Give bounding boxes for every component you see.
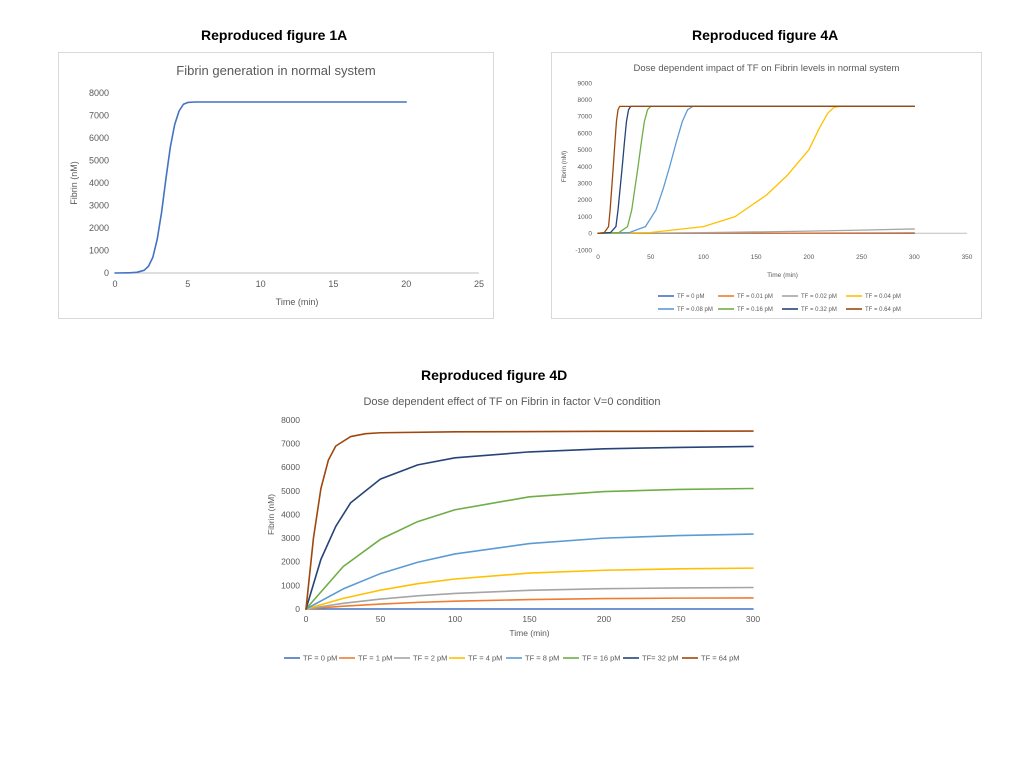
x-tick-label: 100 xyxy=(698,254,709,261)
chart-panel-4d: Dose dependent effect of TF on Fibrin in… xyxy=(262,390,762,670)
y-tick-label: 6000 xyxy=(89,133,109,143)
y-axis-label: Fibrin (nM) xyxy=(561,151,568,182)
series-line-7 xyxy=(305,430,754,610)
y-tick-label: 3000 xyxy=(578,180,593,187)
legend-label-0: TF = 0 pM xyxy=(677,294,705,300)
y-tick-label: 1000 xyxy=(578,214,593,221)
y-tick-label: 0 xyxy=(295,604,300,614)
x-axis-label: Time (min) xyxy=(509,628,549,638)
y-tick-label: 9000 xyxy=(578,80,593,87)
x-tick-label: 5 xyxy=(185,279,190,289)
y-tick-label: 0 xyxy=(588,231,592,238)
figure-4a-caption: Reproduced figure 4A xyxy=(692,27,839,43)
legend-label-5: TF = 16 pM xyxy=(582,654,621,663)
x-tick-label: 50 xyxy=(376,614,386,624)
x-tick-label: 200 xyxy=(597,614,611,624)
x-tick-label: 150 xyxy=(751,254,762,261)
legend-label-4: TF = 0.08 pM xyxy=(677,307,713,313)
y-tick-label: 5000 xyxy=(578,147,593,154)
series-line-5 xyxy=(597,105,915,234)
x-tick-label: 250 xyxy=(671,614,685,624)
y-axis-label: Fibrin (nM) xyxy=(69,161,79,205)
series-line-1 xyxy=(305,597,754,610)
y-tick-label: 2000 xyxy=(578,197,593,204)
y-tick-label: 7000 xyxy=(281,439,300,449)
x-tick-label: 0 xyxy=(304,614,309,624)
series-line-2 xyxy=(597,228,915,234)
y-tick-label: 4000 xyxy=(89,178,109,188)
y-tick-label: 3000 xyxy=(89,201,109,211)
series-line-2 xyxy=(305,586,754,610)
y-tick-label: 0 xyxy=(104,268,109,278)
x-tick-label: 25 xyxy=(474,279,484,289)
series-line-3 xyxy=(305,567,754,610)
legend-label-1: TF = 1 pM xyxy=(358,654,392,663)
legend-label-2: TF = 2 pM xyxy=(413,654,447,663)
legend-label-7: TF = 64 pM xyxy=(701,654,740,663)
y-axis-label: Fibrin (nM) xyxy=(266,494,276,535)
x-tick-label: 50 xyxy=(647,254,655,261)
x-tick-label: 0 xyxy=(596,254,600,261)
x-tick-label: 350 xyxy=(962,254,973,261)
x-axis-label: Time (min) xyxy=(276,297,319,307)
chart-title: Fibrin generation in normal system xyxy=(176,63,375,78)
legend-label-4: TF = 8 pM xyxy=(525,654,559,663)
chart-fig1a: Fibrin generation in normal system 0 1000 2… xyxy=(69,63,484,307)
x-tick-label: 300 xyxy=(909,254,920,261)
x-tick-label: 250 xyxy=(856,254,867,261)
y-tick-label: 1000 xyxy=(281,580,300,590)
legend-label-2: TF = 0.02 pM xyxy=(801,294,837,300)
legend-label-7: TF = 0.64 pM xyxy=(865,307,901,313)
y-tick-label: 1000 xyxy=(89,246,109,256)
legend-label-3: TF = 0.04 pM xyxy=(865,294,901,300)
y-tick-label: 2000 xyxy=(281,557,300,567)
series-line-5 xyxy=(305,487,754,610)
x-tick-label: 100 xyxy=(448,614,462,624)
x-tick-label: 200 xyxy=(803,254,814,261)
series-line-4 xyxy=(597,105,915,234)
series-line-7 xyxy=(597,105,915,234)
chart-panel-4a: Dose dependent impact of TF on Fibrin le… xyxy=(551,52,982,319)
legend-label-3: TF = 4 pM xyxy=(468,654,502,663)
x-tick-label: 300 xyxy=(746,614,760,624)
legend-label-1: TF = 0.01 pM xyxy=(737,294,773,300)
figure-4d-caption: Reproduced figure 4D xyxy=(421,367,568,383)
y-tick-label: 5000 xyxy=(89,156,109,166)
series-line-6 xyxy=(597,105,915,234)
y-tick-label: 4000 xyxy=(281,509,300,519)
legend-label-6: TF= 32 pM xyxy=(642,654,678,663)
chart-panel-1a: Fibrin generation in normal system 0 1000 2… xyxy=(58,52,494,319)
y-tick-label: 6000 xyxy=(578,130,593,137)
chart-fig4d: Dose dependent effect of TF on Fibrin in… xyxy=(266,396,760,663)
y-tick-label: 8000 xyxy=(89,88,109,98)
x-tick-label: 150 xyxy=(522,614,536,624)
chart-fig4a: Dose dependent impact of TF on Fibrin le… xyxy=(561,63,973,313)
y-tick-label: 4000 xyxy=(578,164,593,171)
series-line-6 xyxy=(305,445,754,610)
series-line-4 xyxy=(305,533,754,610)
series-line-0 xyxy=(114,101,407,274)
y-tick-label: 3000 xyxy=(281,533,300,543)
x-tick-label: 15 xyxy=(328,279,338,289)
series-line-3 xyxy=(597,105,915,234)
y-tick-label: -1000 xyxy=(575,247,592,254)
chart-title: Dose dependent impact of TF on Fibrin le… xyxy=(634,63,900,74)
y-tick-label: 8000 xyxy=(578,97,593,104)
x-tick-label: 10 xyxy=(256,279,266,289)
y-tick-label: 6000 xyxy=(281,462,300,472)
x-tick-label: 20 xyxy=(401,279,411,289)
legend-label-6: TF = 0.32 pM xyxy=(801,307,837,313)
y-tick-label: 7000 xyxy=(578,114,593,121)
figure-1a-caption: Reproduced figure 1A xyxy=(201,27,348,43)
y-tick-label: 7000 xyxy=(89,111,109,121)
x-tick-label: 0 xyxy=(112,279,117,289)
legend-label-5: TF = 0.16 pM xyxy=(737,307,773,313)
y-tick-label: 5000 xyxy=(281,486,300,496)
y-tick-label: 8000 xyxy=(281,415,300,425)
chart-title: Dose dependent effect of TF on Fibrin in… xyxy=(363,396,660,408)
legend-label-0: TF = 0 pM xyxy=(303,654,337,663)
x-axis-label: Time (min) xyxy=(767,272,798,279)
y-tick-label: 2000 xyxy=(89,223,109,233)
